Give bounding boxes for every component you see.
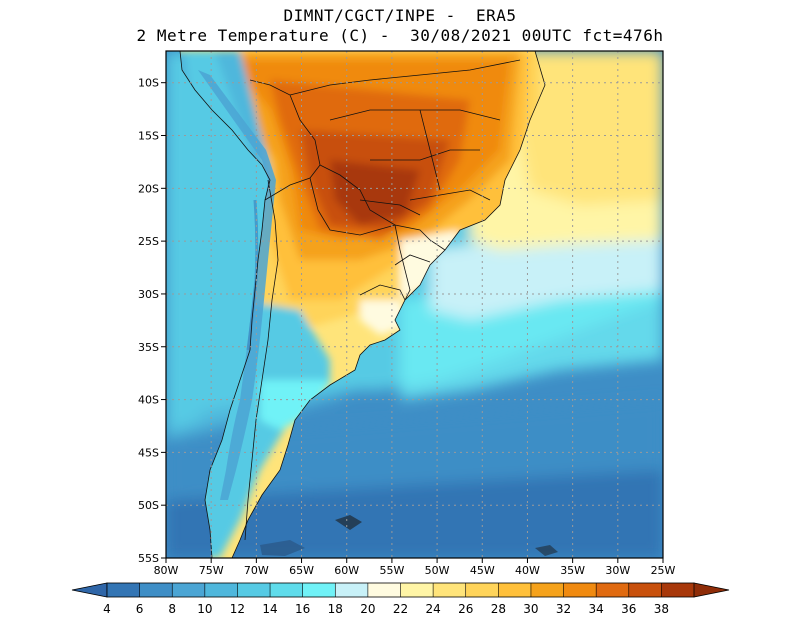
title-line-1: DIMNT/CGCT/INPE - ERA5 — [283, 6, 517, 25]
colorbar-swatch — [433, 583, 467, 597]
colorbar-low-arrow — [71, 582, 108, 598]
lon-tick-label: 40W — [515, 564, 540, 577]
colorbar-swatch — [367, 583, 401, 597]
colorbar-label: 26 — [458, 602, 473, 616]
lon-tick-label: 75W — [199, 564, 224, 577]
colorbar-swatch — [628, 583, 662, 597]
lat-tick-label: 50S — [138, 499, 159, 512]
colorbar-swatch — [596, 583, 630, 597]
colorbar-label: 22 — [393, 602, 408, 616]
south-georgia-island — [535, 545, 558, 556]
colorbar-swatch — [270, 583, 304, 597]
colorbar-label: 34 — [589, 602, 604, 616]
colorbar-swatch — [498, 583, 532, 597]
colorbar-label: 30 — [523, 602, 538, 616]
lon-tick-label: 50W — [425, 564, 450, 577]
colorbar-label: 36 — [621, 602, 636, 616]
lat-tick-label: 40S — [138, 394, 159, 407]
colorbar-swatch — [237, 583, 271, 597]
colorbar-swatch — [107, 583, 141, 597]
colorbar-swatch — [400, 583, 434, 597]
lon-tick-label: 45W — [470, 564, 495, 577]
colorbar-label: 24 — [425, 602, 440, 616]
colorbar-label: 38 — [654, 602, 669, 616]
lon-tick-label: 55W — [379, 564, 404, 577]
lon-tick-label: 80W — [154, 564, 179, 577]
map-field — [166, 51, 663, 558]
lat-tick-label: 15S — [138, 130, 159, 143]
colorbar-swatch — [661, 583, 695, 597]
colorbar-label: 28 — [491, 602, 506, 616]
colorbar-label: 14 — [262, 602, 277, 616]
colorbar-label: 32 — [556, 602, 571, 616]
colorbar-swatch — [302, 583, 336, 597]
colorbar-label: 6 — [136, 602, 144, 616]
lon-tick-label: 25W — [651, 564, 676, 577]
colorbar-swatch — [139, 583, 173, 597]
lon-tick-label: 30W — [605, 564, 630, 577]
falkland-islands — [335, 515, 362, 530]
longitude-axis: 80W 75W 70W 65W 60W 55W 50W 45W 40W 35W 30W 25W — [154, 558, 676, 577]
colorbar-label: 12 — [230, 602, 245, 616]
title-line-2: 2 Metre Temperature (C) - 30/08/2021 00U… — [136, 26, 664, 45]
colorbar: 4 6 8 10 12 14 16 18 20 22 24 26 28 30 32 34 36 38 — [71, 582, 730, 616]
lon-tick-label: 65W — [289, 564, 314, 577]
colorbar-swatch — [530, 583, 565, 597]
lat-tick-label: 20S — [138, 182, 159, 195]
colorbar-label: 18 — [328, 602, 343, 616]
colorbar-swatch — [172, 583, 206, 597]
lon-tick-label: 70W — [244, 564, 269, 577]
colorbar-label: 20 — [360, 602, 375, 616]
lat-tick-label: 30S — [138, 288, 159, 301]
lon-tick-label: 35W — [560, 564, 585, 577]
andes-cold-band — [198, 70, 276, 500]
latitude-axis: 10S 15S 20S 25S 30S 35S 40S 45S 50S 55S — [138, 77, 166, 565]
colorbar-swatch — [465, 583, 499, 597]
tierra-del-fuego — [260, 540, 305, 556]
country-borders — [179, 51, 546, 558]
graticule — [166, 51, 663, 558]
lat-tick-label: 10S — [138, 77, 159, 90]
colorbar-label: 8 — [168, 602, 176, 616]
colorbar-label: 10 — [197, 602, 212, 616]
colorbar-swatch — [563, 583, 597, 597]
lon-tick-label: 60W — [334, 564, 359, 577]
lat-tick-label: 35S — [138, 341, 159, 354]
colorbar-label: 4 — [103, 602, 111, 616]
colorbar-swatch — [335, 583, 369, 597]
lat-tick-label: 25S — [138, 235, 159, 248]
lat-tick-label: 55S — [138, 552, 159, 565]
colorbar-swatch — [204, 583, 238, 597]
colorbar-high-arrow — [693, 582, 730, 598]
map-frame — [165, 50, 664, 559]
lat-tick-label: 45S — [138, 446, 159, 459]
colorbar-label: 16 — [295, 602, 310, 616]
